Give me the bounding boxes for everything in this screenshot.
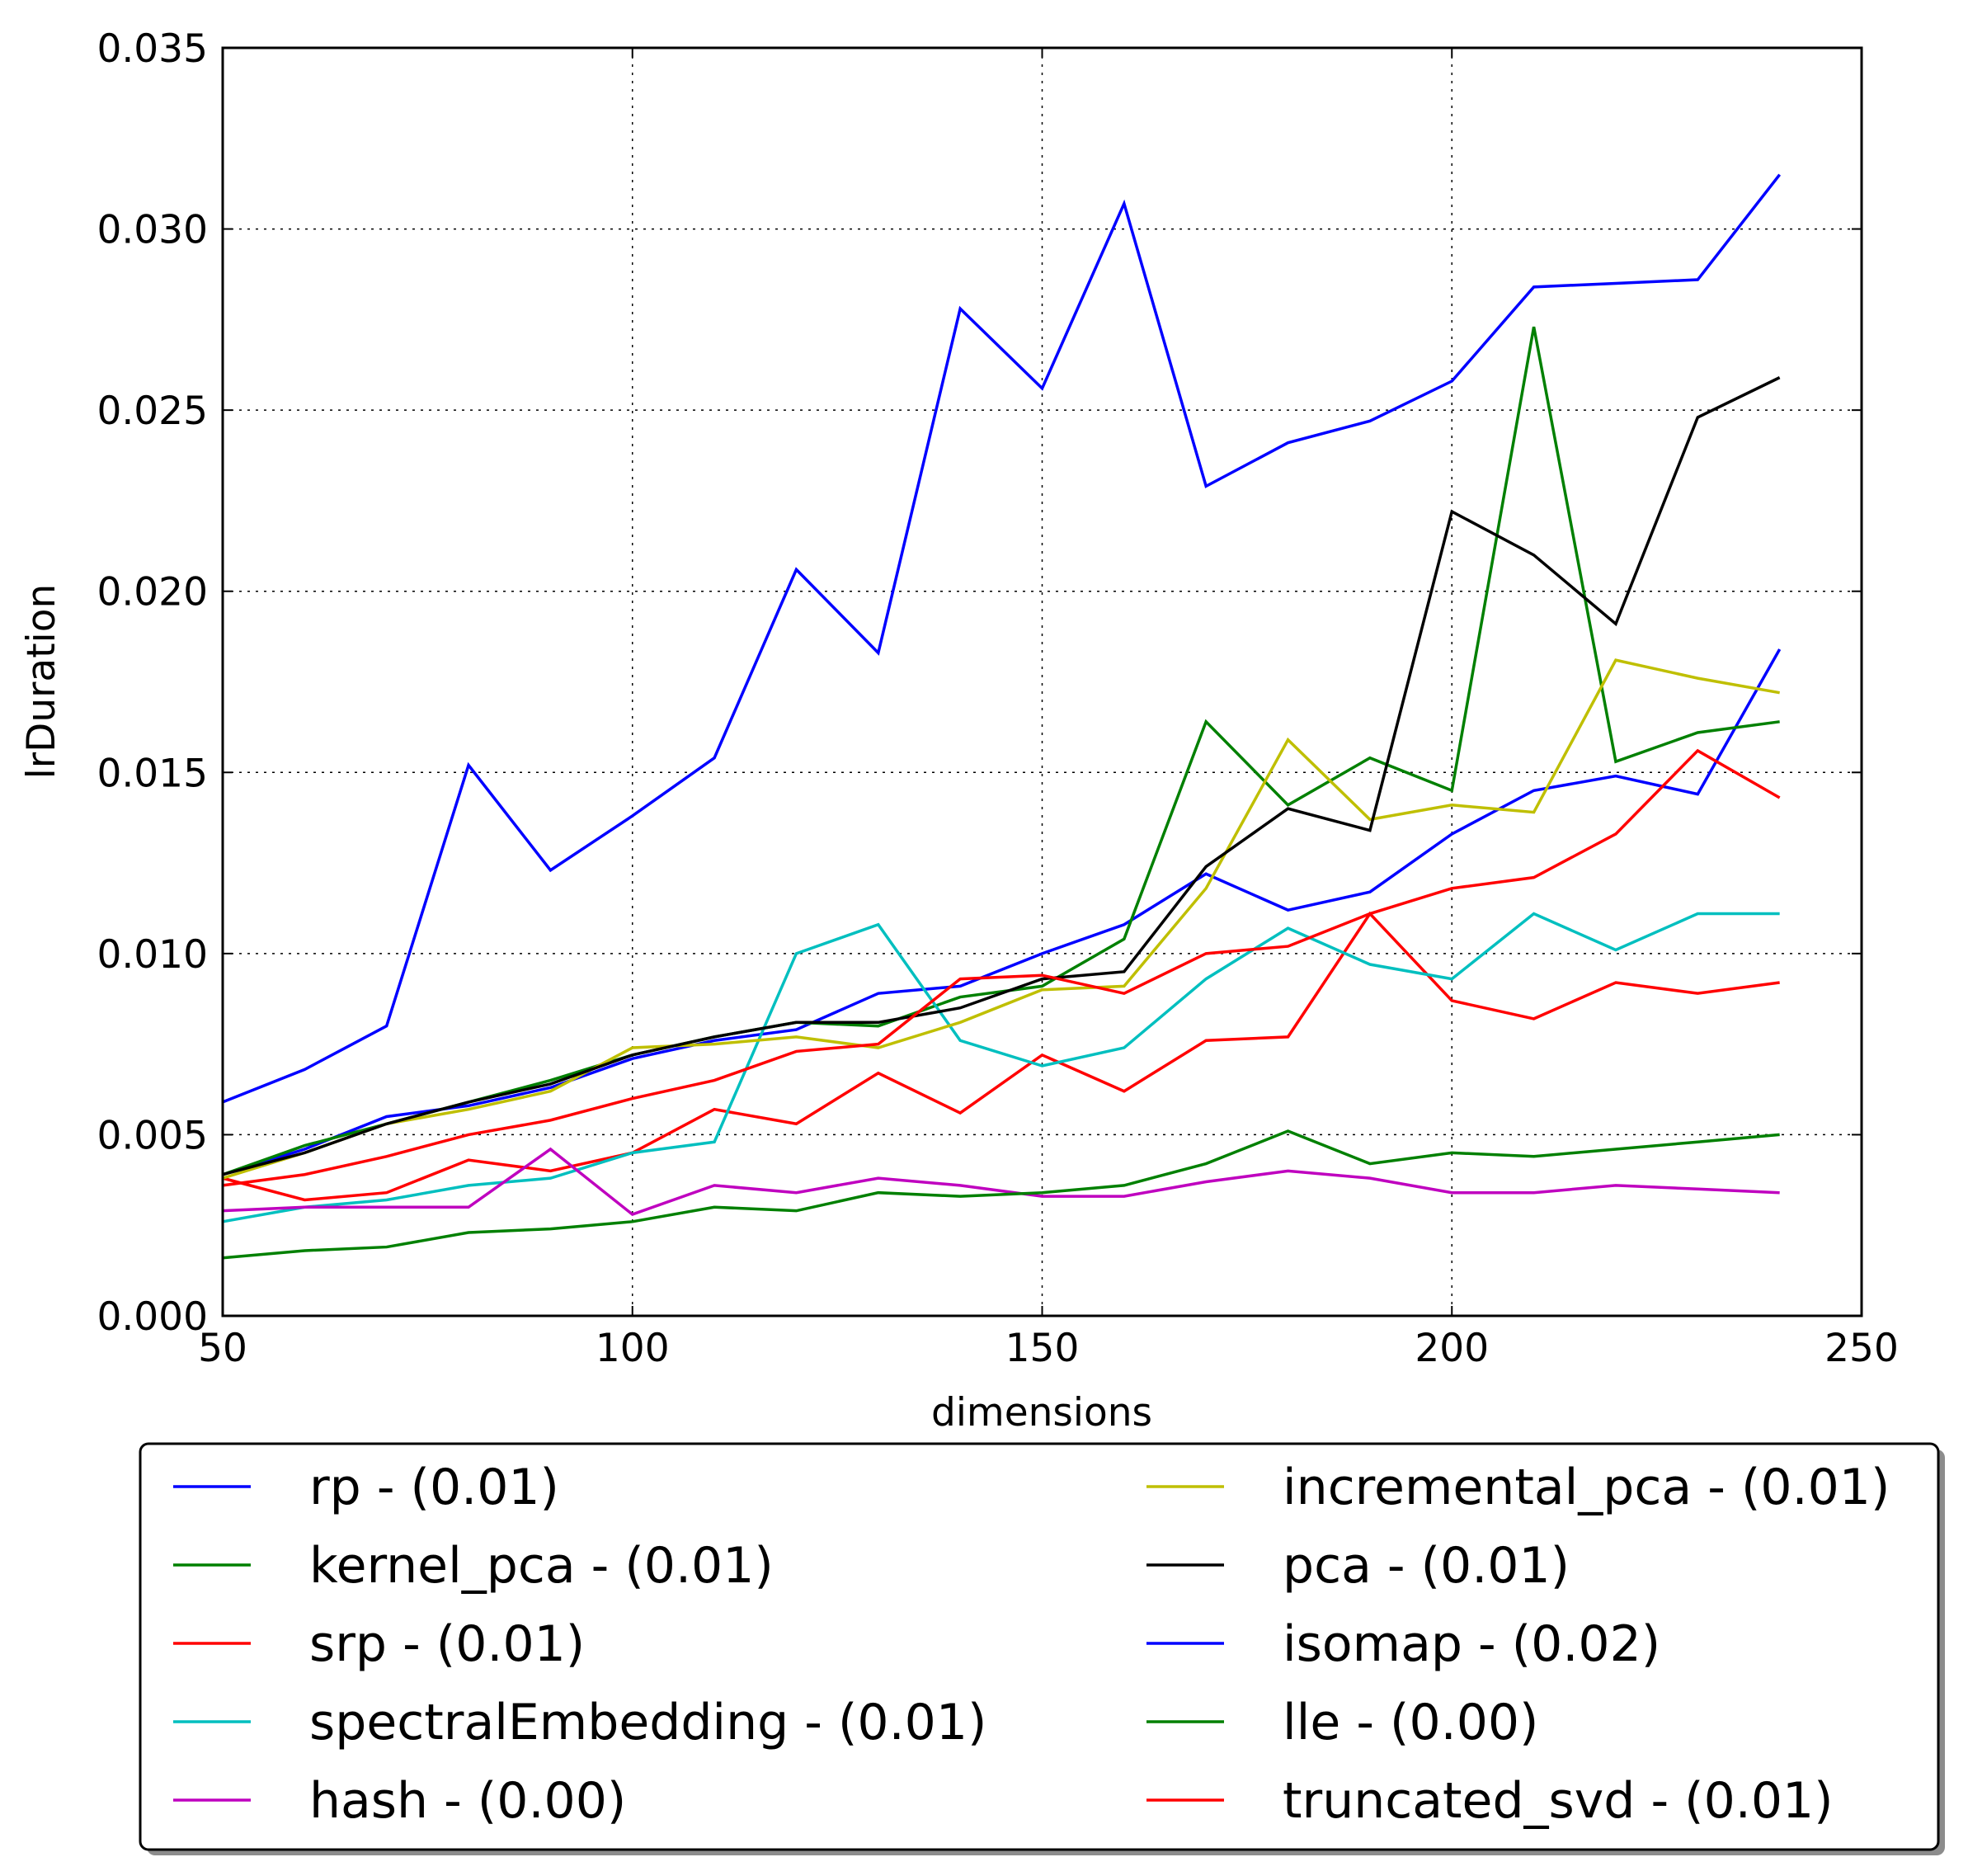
series-line-srp: [222, 911, 1780, 1202]
y-tick-label: 0.025: [97, 389, 208, 434]
axis-ticks: [222, 47, 1862, 1317]
legend-label-rp: rp - (0.01): [309, 1459, 559, 1516]
y-tick-label: 0.035: [97, 26, 208, 72]
y-tick-label: 0.030: [97, 208, 208, 253]
x-tick-label: 50: [198, 1326, 247, 1371]
y-tick-label: 0.005: [97, 1113, 208, 1158]
legend-box: [139, 1442, 1940, 1851]
legend: rp - (0.01) kernel_pca - (0.01) srp - (0.0…: [139, 1442, 1945, 1855]
legend-label-srp: srp - (0.01): [309, 1615, 585, 1673]
series-line-truncated-svd: [222, 748, 1781, 1187]
x-axis-label: dimensions: [931, 1390, 1152, 1435]
series-line-kernel-pca: [222, 326, 1780, 1176]
y-tick-label: 0.015: [97, 751, 208, 796]
x-tick-label: 250: [1824, 1326, 1899, 1371]
legend-label-lle: lle - (0.00): [1283, 1694, 1538, 1751]
grid-lines: [223, 48, 1862, 1316]
tick-labels: 50 100 150 200 250 0.000 0.005 0.010 0.015 0.020 0…: [97, 26, 1898, 1371]
series-line-incremental-pca: [222, 658, 1780, 1180]
legend-label-incremental-pca: incremental_pca - (0.01): [1283, 1459, 1890, 1516]
y-axis-label: lrDuration: [19, 584, 64, 780]
legend-label-pca: pca - (0.01): [1283, 1537, 1570, 1595]
series-line-lle: [222, 1129, 1780, 1260]
y-tick-label: 0.010: [97, 932, 208, 978]
series-line-pca: [222, 376, 1781, 1176]
legend-label-kernel-pca: kernel_pca - (0.01): [309, 1537, 774, 1595]
x-tick-label: 200: [1415, 1326, 1489, 1371]
y-tick-label: 0.000: [97, 1294, 208, 1340]
legend-items: rp - (0.01) kernel_pca - (0.01) srp - (0.0…: [173, 1459, 1890, 1830]
series-line-spectralembedding: [222, 912, 1780, 1223]
series-line-rp: [222, 648, 1782, 1176]
legend-label-spectralembedding: spectralEmbedding - (0.01): [309, 1694, 986, 1751]
x-tick-label: 150: [1005, 1326, 1080, 1371]
legend-label-hash: hash - (0.00): [309, 1772, 626, 1830]
y-tick-label: 0.020: [97, 570, 208, 615]
series-line-isomap: [222, 173, 1782, 1104]
legend-label-truncated-svd: truncated_svd - (0.01): [1283, 1772, 1834, 1830]
x-tick-label: 100: [596, 1326, 670, 1371]
legend-label-isomap: isomap - (0.02): [1283, 1615, 1660, 1673]
series-line-hash: [222, 1147, 1780, 1217]
series-lines: [222, 173, 1782, 1260]
